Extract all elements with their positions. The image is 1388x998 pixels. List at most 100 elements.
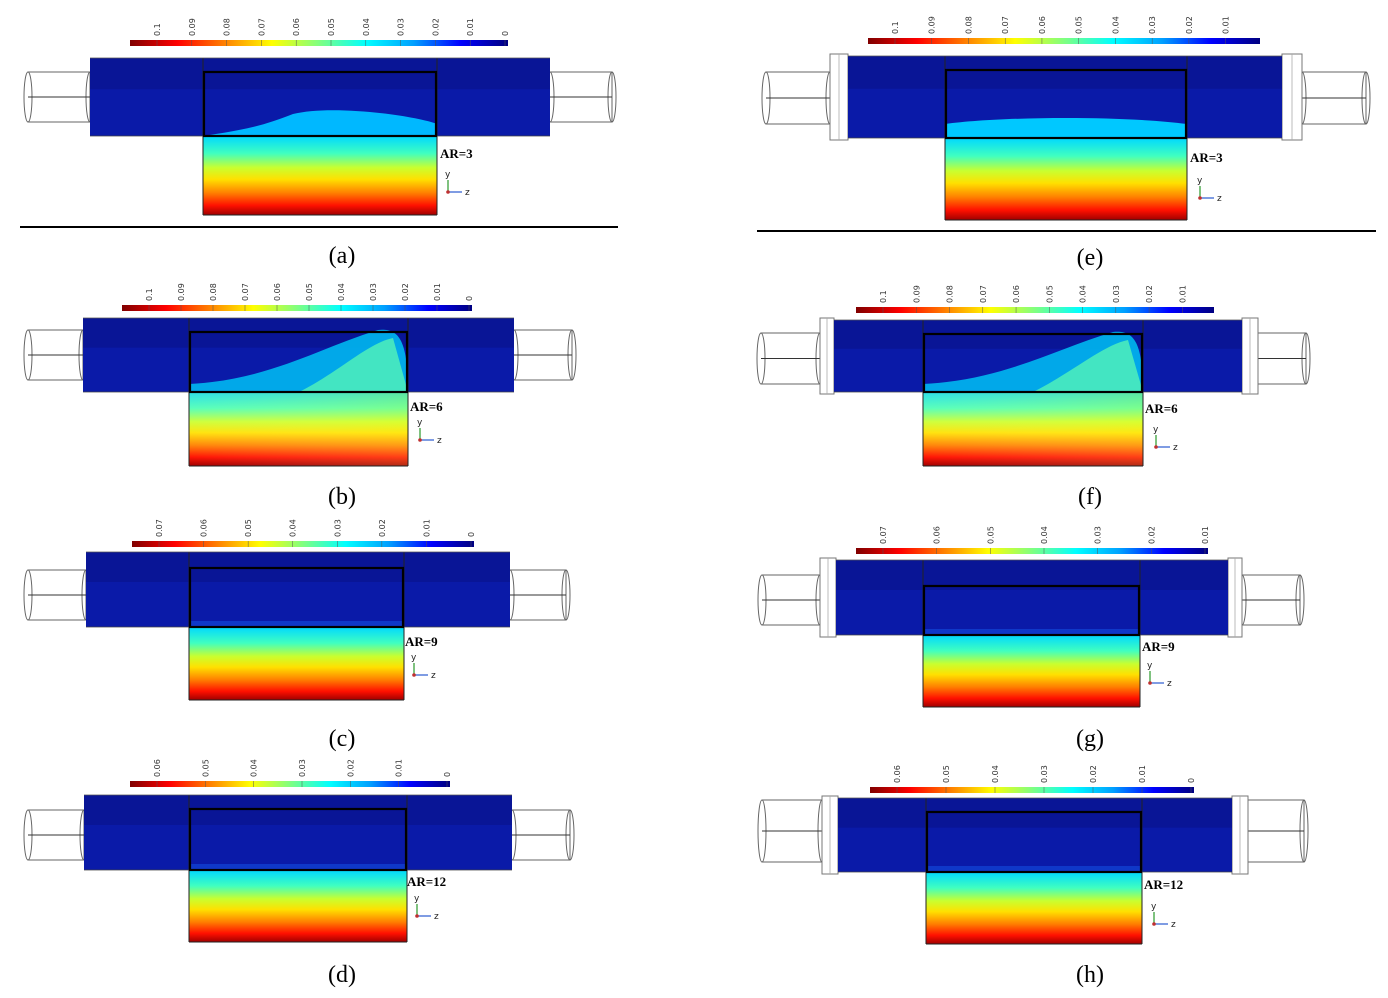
- axis-label-z: z: [434, 912, 439, 922]
- aspect-ratio-label: AR=3: [440, 146, 473, 161]
- heated-zone-outline: [922, 584, 1141, 637]
- thermal-boundary-layer: [189, 621, 404, 627]
- inlet-pipe: [757, 799, 827, 863]
- colorbar-tick-label: 0: [465, 296, 474, 301]
- heated-zone-outline: [925, 810, 1143, 874]
- axis-label-y: y: [414, 894, 420, 904]
- colorbar-tick-label: 0.1: [891, 21, 900, 34]
- axis-label-z: z: [1173, 443, 1178, 453]
- colorbar-tick-label: 0.07: [979, 285, 988, 303]
- thermal-boundary-layer: [189, 864, 407, 870]
- chamber-gradient-tint: [189, 392, 408, 466]
- inlet-pipe: [756, 332, 825, 385]
- colorbar-tick-label: 0.01: [395, 759, 404, 777]
- panel-a: 0.1 0.09 0.08 0.07 0.06 0.05 0.04 0.03 0.02 0.01 0…: [0, 0, 640, 240]
- contour-plot-f: 0.1 0.09 0.08 0.07 0.06 0.05 0.04 0.03 0.02 0.01 A…: [756, 285, 1311, 467]
- colorbar-tick-label: 0.06: [893, 765, 902, 783]
- axis-triad: yz: [1197, 176, 1222, 204]
- colorbar-tick-label: 0.02: [1185, 16, 1194, 34]
- colorbar-tick-label: 0.01: [466, 18, 475, 36]
- aspect-ratio-label: AR=6: [410, 399, 443, 414]
- chamber-temperature-field: [189, 870, 407, 942]
- colorbar-tick-label: 0.09: [188, 18, 197, 36]
- axis-triad: yz: [1151, 902, 1176, 930]
- colorbar-tick-label: 0.03: [397, 18, 406, 36]
- contour-plot-a: 0.1 0.09 0.08 0.07 0.06 0.05 0.04 0.03 0.02 0.01 0…: [23, 18, 617, 216]
- colorbar-tick-label: 0.01: [1178, 285, 1187, 303]
- thermal-plume: [945, 118, 1187, 138]
- colorbar-tick-label: 0.02: [346, 759, 355, 777]
- colorbar-tick-label: 0: [501, 31, 510, 36]
- colorbar-gradient: [856, 307, 1214, 313]
- colorbar-tick-label: 0.03: [369, 283, 378, 301]
- axis-triad: yz: [417, 418, 442, 446]
- panel-d: 0.06 0.05 0.04 0.03 0.02 0.01 0 AR=12 y z: [0, 758, 640, 958]
- panel-h: 0.06 0.05 0.04 0.03 0.02 0.01 0 AR=12 y z: [748, 758, 1388, 958]
- colorbar-tick-label: 0.07: [155, 519, 164, 537]
- panel-f: 0.1 0.09 0.08 0.07 0.06 0.05 0.04 0.03 0.02 0.01 A…: [748, 280, 1388, 480]
- chamber-temperature-field: [926, 872, 1142, 944]
- colorbar: 0.07 0.06 0.05 0.04 0.03 0.02 0.01: [856, 526, 1210, 554]
- caption-h: (h): [1076, 962, 1104, 988]
- colorbar-tick-label: 0.09: [912, 285, 921, 303]
- thermal-plume: [203, 110, 437, 136]
- colorbar-tick-label: 0.03: [298, 759, 307, 777]
- aspect-ratio-label: AR=9: [405, 634, 438, 649]
- colorbar-tick-label: 0.08: [223, 18, 232, 36]
- outlet-pipe: [507, 809, 575, 861]
- axis-label-z: z: [1217, 194, 1222, 204]
- contour-plot-e: 0.1 0.09 0.08 0.07 0.06 0.05 0.04 0.03 0.02 0.01 A…: [761, 16, 1371, 221]
- outlet-pipe: [509, 329, 577, 381]
- inlet-pipe: [761, 71, 835, 125]
- chamber-gradient-tint: [923, 392, 1143, 466]
- axis-label-z: z: [431, 671, 436, 681]
- aspect-ratio-label: AR=9: [1142, 639, 1175, 654]
- colorbar-tick-label: 0.04: [362, 18, 371, 36]
- colorbar-tick-label: 0.03: [1112, 285, 1121, 303]
- colorbar-tick-label: 0.08: [946, 285, 955, 303]
- colorbar-tick-label: 0.06: [200, 519, 209, 537]
- panel-e: 0.1 0.09 0.08 0.07 0.06 0.05 0.04 0.03 0.02 0.01 A…: [748, 0, 1388, 240]
- colorbar-tick-label: 0.05: [201, 759, 210, 777]
- separator-line-right: [757, 230, 1376, 232]
- inlet-pipe: [757, 574, 825, 626]
- colorbar-tick-label: 0.1: [145, 288, 154, 301]
- colorbar-tick-label: 0.1: [153, 23, 162, 36]
- axis-label-y: y: [445, 170, 451, 180]
- axis-triad: yz: [445, 170, 470, 198]
- colorbar-gradient: [130, 40, 508, 46]
- colorbar-tick-label: 0.08: [964, 16, 973, 34]
- colorbar-tick-label: 0.01: [1201, 526, 1210, 544]
- colorbar-tick-label: 0.03: [1040, 765, 1049, 783]
- colorbar-tick-label: 0.03: [1094, 526, 1103, 544]
- colorbar-tick-label: 0.04: [1111, 16, 1120, 34]
- outlet-pipe: [505, 569, 571, 621]
- axis-triad: yz: [414, 894, 439, 922]
- contour-plot-b: 0.1 0.09 0.08 0.07 0.06 0.05 0.04 0.03 0.02 0.01 0…: [23, 283, 577, 467]
- caption-d: (d): [328, 962, 356, 988]
- caption-a: (a): [328, 243, 356, 269]
- colorbar-tick-label: 0.05: [244, 519, 253, 537]
- axis-label-y: y: [1151, 902, 1157, 912]
- chamber-temperature-field: [923, 635, 1140, 707]
- colorbar-tick-label: 0.08: [209, 283, 218, 301]
- inlet-pipe: [23, 71, 95, 123]
- colorbar-tick-label: 0.04: [1079, 285, 1088, 303]
- colorbar-tick-label: 0.04: [991, 765, 1000, 783]
- heated-zone-outline: [202, 70, 438, 138]
- caption-b: (b): [328, 484, 356, 510]
- axis-label-y: y: [417, 418, 423, 428]
- colorbar-gradient: [868, 38, 1260, 44]
- colorbar-gradient: [856, 548, 1208, 554]
- colorbar-tick-label: 0.05: [1045, 285, 1054, 303]
- colorbar-tick-label: 0.02: [1147, 526, 1156, 544]
- colorbar: 0.1 0.09 0.08 0.07 0.06 0.05 0.04 0.03 0.02 0.01 0: [122, 283, 474, 311]
- colorbar-gradient: [870, 787, 1194, 793]
- colorbar: 0.1 0.09 0.08 0.07 0.06 0.05 0.04 0.03 0.02 0.01: [868, 16, 1260, 44]
- colorbar: 0.1 0.09 0.08 0.07 0.06 0.05 0.04 0.03 0.02 0.01 0: [130, 18, 510, 46]
- colorbar: 0.07 0.06 0.05 0.04 0.03 0.02 0.01 0: [132, 519, 476, 547]
- colorbar-tick-label: 0.05: [942, 765, 951, 783]
- colorbar-tick-label: 0.01: [1138, 765, 1147, 783]
